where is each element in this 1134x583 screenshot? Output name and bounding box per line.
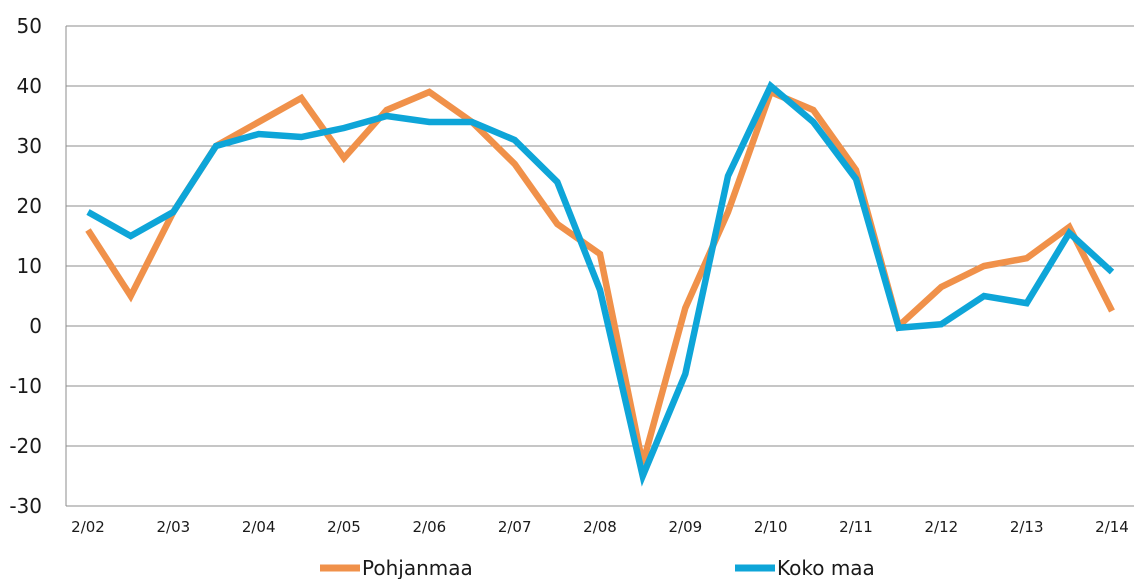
x-tick-label: 2/03 xyxy=(156,518,190,536)
x-axis-ticks: 2/02 2/03 2/04 2/05 2/06 2/07 2/08 2/09 2/10 2/11… xyxy=(71,518,1129,536)
y-tick-label: 20 xyxy=(17,194,42,218)
series-lines xyxy=(85,80,1115,487)
y-tick-label: -20 xyxy=(9,434,42,458)
x-tick-label: 2/13 xyxy=(1010,518,1044,536)
y-axis-ticks: 50 40 30 20 10 0 -10 -20 -30 xyxy=(9,14,42,518)
y-tick-label: 10 xyxy=(17,254,42,278)
gridlines xyxy=(66,25,1134,447)
x-tick-label: 2/12 xyxy=(924,518,958,536)
series-line-koko-maa xyxy=(86,80,1115,487)
legend: Pohjanmaa Koko maa xyxy=(320,556,875,580)
x-tick-label: 2/08 xyxy=(583,518,617,536)
series-line-pohjanmaa xyxy=(85,87,1115,465)
axes xyxy=(65,26,1134,507)
x-tick-label: 2/14 xyxy=(1095,518,1129,536)
x-tick-label: 2/04 xyxy=(242,518,276,536)
y-tick-label: -30 xyxy=(9,494,42,518)
x-tick-label: 2/06 xyxy=(412,518,446,536)
x-tick-label: 2/07 xyxy=(498,518,532,536)
x-tick-label: 2/05 xyxy=(327,518,361,536)
y-tick-label: 30 xyxy=(17,134,42,158)
y-tick-label: 40 xyxy=(17,74,42,98)
x-tick-label: 2/09 xyxy=(668,518,702,536)
x-tick-label: 2/02 xyxy=(71,518,105,536)
y-tick-label: 50 xyxy=(17,14,42,38)
x-tick-label: 2/11 xyxy=(839,518,873,536)
y-tick-label: -10 xyxy=(9,374,42,398)
legend-label: Pohjanmaa xyxy=(362,556,473,579)
legend-label: Koko maa xyxy=(777,556,875,579)
x-tick-label: 2/10 xyxy=(754,518,788,536)
y-tick-label: 0 xyxy=(29,314,42,338)
